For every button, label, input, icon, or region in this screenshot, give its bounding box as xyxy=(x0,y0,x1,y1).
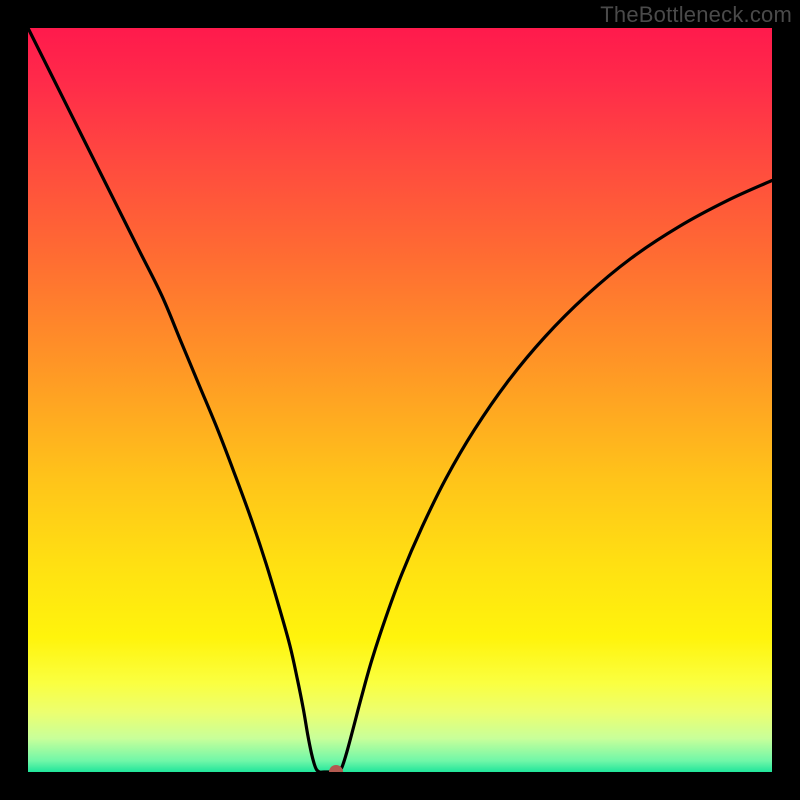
curve-layer xyxy=(28,28,772,772)
bottleneck-curve xyxy=(28,28,772,772)
watermark-text: TheBottleneck.com xyxy=(600,2,792,28)
plot-area xyxy=(28,28,772,772)
